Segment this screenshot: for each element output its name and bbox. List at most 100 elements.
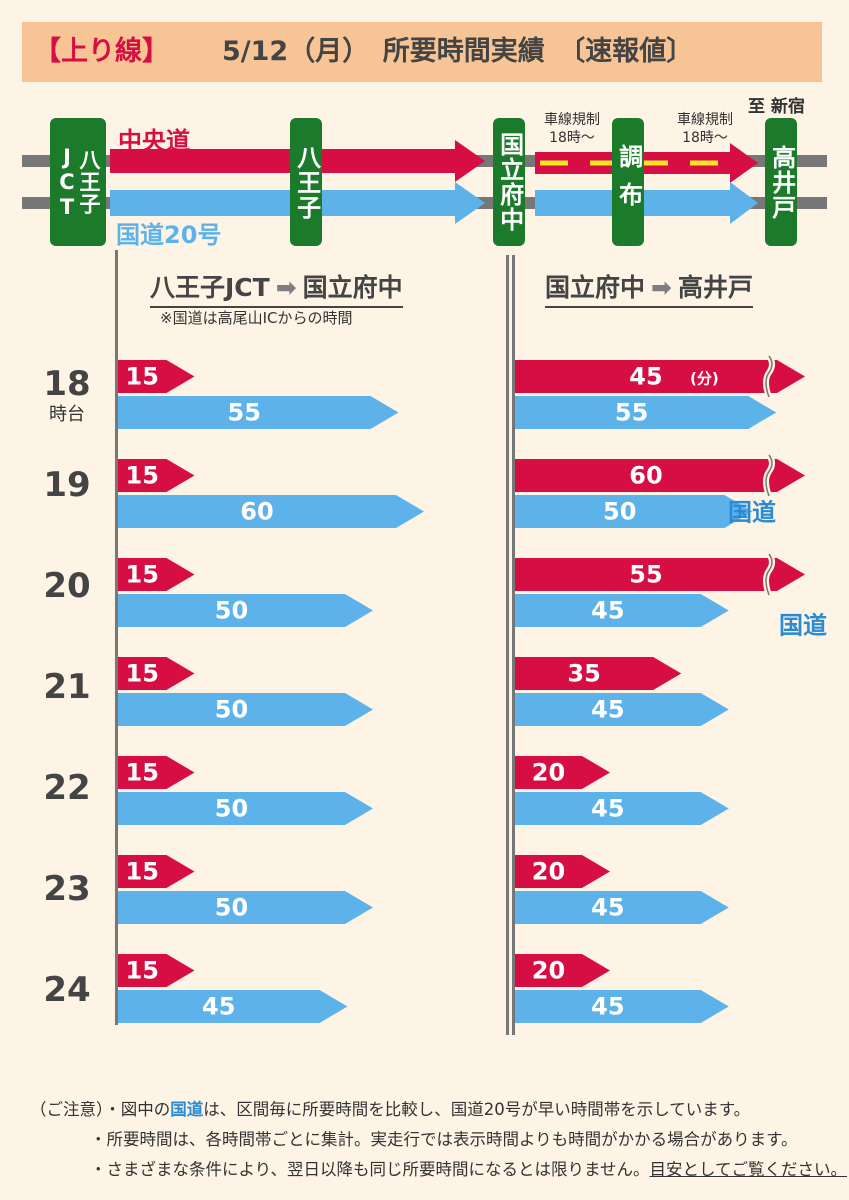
node-takaido-label: 高井戸 [767, 144, 796, 220]
hour-label-22: 22 [43, 768, 91, 808]
node-hachioji: 八王子 [290, 118, 322, 246]
bar-value-label-19: 50 [603, 498, 636, 526]
note-line-3: ・さまざまな条件により、翌日以降も同じ所要時間になるとは限りません。目安としてご… [30, 1155, 847, 1185]
hour-label-20: 20 [43, 566, 91, 606]
bar-right-chuodo-22 [515, 756, 610, 789]
bar-right-route20-22 [515, 792, 729, 825]
bar-left-chuodo-18 [118, 360, 195, 393]
hour-suffix-label: 時台 [49, 404, 85, 425]
hour-label-18: 18 [43, 364, 91, 404]
bar-left-route20-22 [118, 792, 373, 825]
section-right-title: 国立府中 ➡ 高井戸 [545, 268, 753, 308]
route20-label: 国道20号 [116, 221, 222, 249]
bar-left-chuodo-21 [118, 657, 195, 690]
section-left-to: 国立府中 [302, 273, 403, 302]
bar-right-route20-19 [515, 495, 753, 528]
bar-value-label-18: 55 [228, 399, 261, 427]
node-chofu: 調布 [612, 118, 644, 246]
section-right-arrow-icon: ➡ [651, 273, 672, 302]
bar-value-label-22: 20 [532, 759, 565, 787]
section-divider-1 [506, 255, 509, 1035]
bar-right-chuodo-20 [515, 558, 805, 591]
bar-right-chuodo-18 [515, 360, 805, 393]
bar-left-route20-24 [118, 990, 348, 1023]
bar-left-route20-21 [118, 693, 373, 726]
lane-restriction-label-1: 車線規制 18時～ [544, 112, 600, 146]
bar-value-label-21: 50 [215, 696, 248, 724]
section-left-arrow-icon: ➡ [275, 273, 297, 302]
note-3b: 目安としてご覧ください。 [649, 1160, 848, 1179]
bar-value-label-18: 45 [629, 363, 662, 391]
hour-label-23: 23 [43, 869, 91, 909]
bar-left-chuodo-20 [118, 558, 195, 591]
section-divider-2 [512, 255, 515, 1035]
chuodo-label: 中央道 [118, 127, 190, 155]
title-direction-tag: 【上り線】 [34, 36, 169, 67]
bar-right-chuodo-21 [515, 657, 682, 690]
node-hachioji-jct-label: 八王子JCT [55, 144, 102, 220]
kokudo-marker-20: 国道 [779, 612, 827, 640]
note-line-2: ・所要時間は、各時間帯ごとに集計。実走行では表示時間よりも時間がかかる場合があり… [90, 1130, 798, 1149]
route20-arrow-2 [535, 182, 758, 224]
title-text: 5/12（月） 所要時間実績 〔速報値〕 [222, 36, 694, 67]
bar-value-label-19: 15 [126, 462, 159, 490]
bar-right-route20-20 [515, 594, 729, 627]
bar-value-label-18: 55 [615, 399, 648, 427]
bar-left-route20-23 [118, 891, 373, 924]
bar-value-label-22: 45 [591, 795, 624, 823]
bar-value-label-23: 50 [215, 894, 248, 922]
note-line-1: （ご注意）・図中の国道は、区間毎に所要時間を比較し、国道20号が早い時間帯を示し… [30, 1095, 847, 1125]
section-left-from: 八王子JCT [150, 273, 270, 302]
node-hachioji-jct: 八王子JCT [50, 118, 106, 246]
title-bar [22, 22, 822, 82]
bar-left-chuodo-24 [118, 954, 195, 987]
bar-left-route20-20 [118, 594, 373, 627]
bar-value-label-22: 15 [126, 759, 159, 787]
bar-left-route20-19 [118, 495, 424, 528]
note-label: （ご注意） [30, 1100, 105, 1119]
section-right-from: 国立府中 [545, 273, 646, 302]
bar-value-label-22: 50 [215, 795, 248, 823]
section-left-title: 八王子JCT ➡ 国立府中 [150, 268, 403, 308]
break-mark-line [765, 454, 773, 497]
bar-left-chuodo-23 [118, 855, 195, 888]
break-mark-line [765, 355, 773, 398]
node-kunitachi-fuchu-label: 国立府中 [495, 132, 524, 232]
lane-restriction-label-2: 車線規制 18時～ [677, 112, 733, 146]
section-right-to: 高井戸 [677, 273, 753, 302]
note-3a: ・さまざまな条件により、翌日以降も同じ所要時間になるとは限りません。 [90, 1160, 650, 1179]
bar-value-label-19: 60 [629, 462, 662, 490]
note-1b: は、区間毎に所要時間を比較し、国道20号が早い時間帯を示しています。 [203, 1100, 751, 1119]
bar-value-label-20: 50 [215, 597, 248, 625]
bar-value-label-21: 15 [126, 660, 159, 688]
destination-label: 至 新宿 [748, 97, 805, 117]
bar-left-chuodo-22 [118, 756, 195, 789]
bar-value-label-20: 55 [629, 561, 662, 589]
travel-time-bars: 15 55 15 60 15 50 15 50 15 50 15 50 15 45 45 (分) 55 60 50 5… [118, 354, 827, 1023]
node-hachioji-label: 八王子 [292, 144, 321, 220]
note-1-kokudo: 国道 [170, 1100, 204, 1119]
bar-left-route20-18 [118, 396, 399, 429]
section-left-note: ※国道は高尾山ICからの時間 [160, 309, 353, 327]
bar-right-route20-18 [515, 396, 777, 429]
bar-right-chuodo-24 [515, 954, 610, 987]
bar-value-label-20: 45 [591, 597, 624, 625]
bar-left-chuodo-19 [118, 459, 195, 492]
hour-label-19: 19 [43, 465, 91, 505]
notes: （ご注意）・図中の国道は、区間毎に所要時間を比較し、国道20号が早い時間帯を示し… [30, 1095, 847, 1185]
kokudo-marker-19: 国道 [728, 499, 776, 527]
node-takaido: 高井戸 [765, 118, 797, 246]
bar-right-route20-23 [515, 891, 729, 924]
note-1a: ・図中の [104, 1100, 171, 1119]
bar-right-route20-21 [515, 693, 729, 726]
bar-value-label-23: 15 [126, 858, 159, 886]
hour-label-21: 21 [43, 667, 91, 707]
hour-label-24: 24 [43, 970, 91, 1010]
bar-value-label-21: 35 [567, 660, 600, 688]
bar-value-label-21: 45 [591, 696, 624, 724]
axis-line-left [115, 250, 118, 1025]
bar-right-route20-24 [515, 990, 729, 1023]
bar-value-label-23: 20 [532, 858, 565, 886]
bar-value-label-23: 45 [591, 894, 624, 922]
bar-value-label-24: 15 [126, 957, 159, 985]
